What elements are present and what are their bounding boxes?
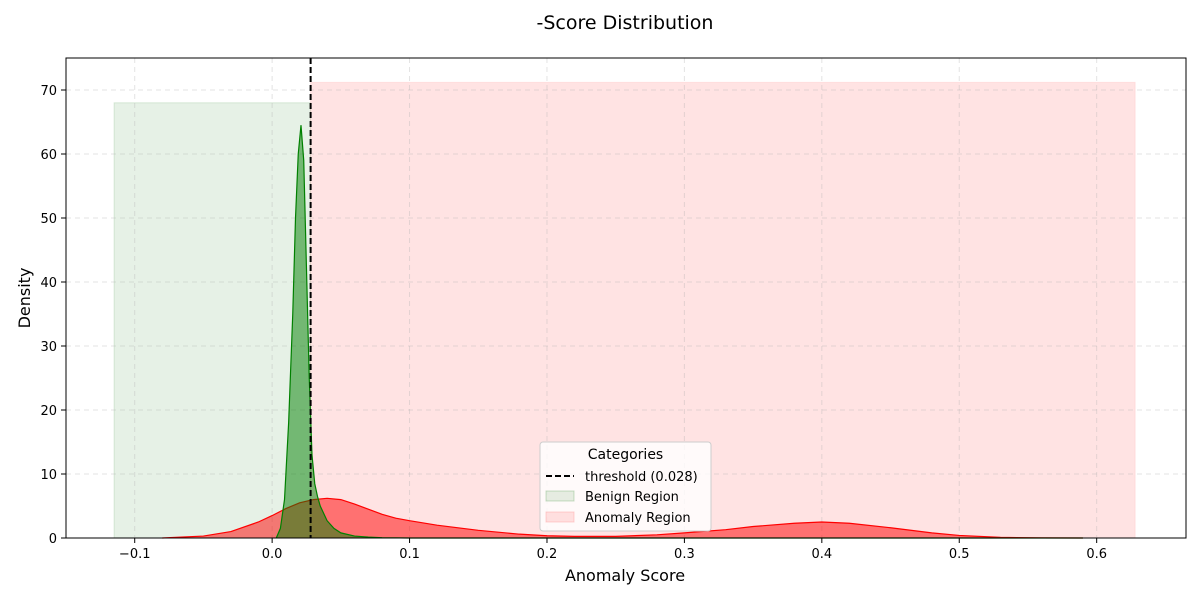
legend-benign-label: Benign Region — [585, 490, 679, 505]
x-tick-label: 0.4 — [811, 547, 832, 562]
y-tick-label: 10 — [40, 468, 57, 483]
chart-title: -Score Distribution — [537, 12, 714, 34]
y-tick-label: 0 — [49, 532, 57, 547]
plot-frame — [65, 57, 1187, 539]
x-tick-label: 0.3 — [674, 547, 695, 562]
x-axis-ticks: −0.1 0.0 0.1 0.2 0.3 0.4 0.5 0.6 — [119, 538, 1107, 562]
x-tick-label: −0.1 — [119, 547, 151, 562]
region-anomaly-region — [310, 81, 1136, 539]
legend-threshold-label: threshold (0.028) — [585, 470, 698, 485]
x-tick-label: 0.0 — [262, 547, 283, 562]
legend-benign-swatch — [545, 490, 575, 502]
y-tick-label: 60 — [40, 148, 57, 163]
y-tick-label: 40 — [40, 276, 57, 291]
legend-anomaly-label: Anomaly Region — [585, 511, 691, 526]
x-tick-label: 0.5 — [949, 547, 970, 562]
y-tick-label: 20 — [40, 404, 57, 419]
legend-anomaly-swatch — [545, 511, 575, 523]
y-tick-label: 50 — [40, 212, 57, 227]
x-axis-title: Anomaly Score — [565, 566, 685, 585]
y-tick-label: 70 — [40, 84, 57, 99]
legend-title: Categories — [588, 447, 663, 463]
y-axis-title: Density — [15, 268, 34, 329]
x-tick-label: 0.1 — [399, 547, 420, 562]
series-area-0 — [162, 498, 1083, 538]
y-tick-label: 30 — [40, 340, 57, 355]
y-axis-ticks: 0 10 20 30 40 50 60 70 — [40, 84, 66, 547]
x-tick-label: 0.6 — [1086, 547, 1107, 562]
legend-box — [539, 441, 712, 532]
region-benign-region — [113, 102, 312, 539]
regions-layer — [113, 81, 1136, 539]
x-tick-label: 0.2 — [537, 547, 558, 562]
legend: Categories threshold (0.028) Benign Regi… — [539, 441, 712, 532]
